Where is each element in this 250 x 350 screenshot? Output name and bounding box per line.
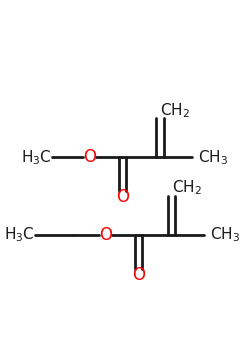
Text: O: O	[83, 148, 96, 166]
Text: O: O	[99, 226, 112, 244]
Text: H$_3$C: H$_3$C	[4, 226, 35, 244]
Text: CH$_2$: CH$_2$	[172, 178, 202, 197]
Text: CH$_3$: CH$_3$	[198, 148, 228, 167]
Text: CH$_2$: CH$_2$	[160, 101, 190, 119]
Text: O: O	[116, 188, 129, 206]
Text: O: O	[132, 266, 145, 284]
Text: H$_3$C: H$_3$C	[21, 148, 52, 167]
Text: CH$_3$: CH$_3$	[210, 226, 240, 244]
